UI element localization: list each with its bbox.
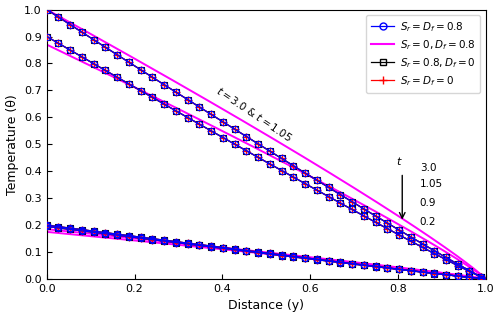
Text: $t$: $t$ — [396, 155, 402, 167]
Y-axis label: Temperature (θ): Temperature (θ) — [6, 94, 18, 195]
Legend: $S_r = D_f = 0.8$, $S_r = 0, D_f = 0.8$, $S_r = 0.8, D_f = 0$, $S_r = D_f = 0$: $S_r = D_f = 0.8$, $S_r = 0, D_f = 0.8$,… — [366, 15, 480, 93]
Text: 1.05: 1.05 — [420, 179, 443, 190]
Text: 0.2: 0.2 — [420, 217, 436, 227]
Text: 0.9: 0.9 — [420, 198, 436, 208]
Text: 3.0: 3.0 — [420, 163, 436, 173]
X-axis label: Distance (y): Distance (y) — [228, 300, 304, 313]
Text: $t = 3.0$ & $t = 1.05$: $t = 3.0$ & $t = 1.05$ — [214, 84, 294, 144]
